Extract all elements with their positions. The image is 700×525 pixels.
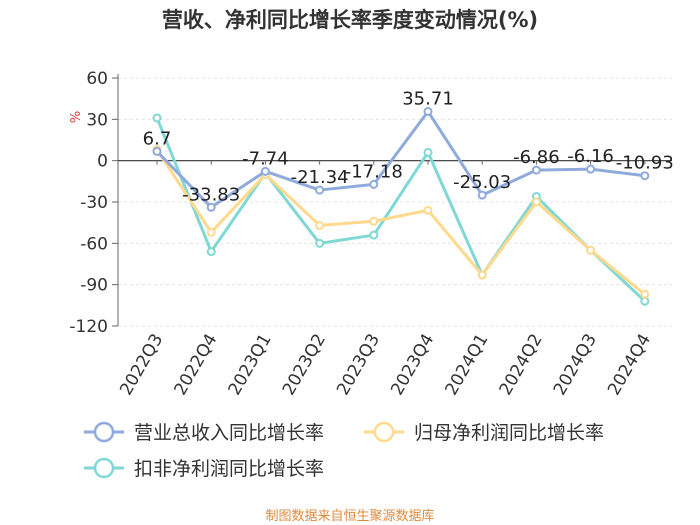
legend-swatch-marker [373,421,395,443]
legend-label: 扣非净利润同比增长率 [134,458,324,480]
data-label: 35.71 [402,88,454,109]
data-label: -21.34 [291,167,349,188]
x-tick-label: 2023Q1 [225,331,276,399]
y-tick-label: -120 [69,317,108,337]
legend-swatch-marker [93,421,115,443]
series-point [152,113,162,123]
legend-item: 扣非净利润同比增长率 [84,457,324,480]
series-point [586,245,596,255]
data-label: -6.86 [513,147,560,168]
series-point [315,238,325,248]
series-point [640,289,650,299]
series-point [423,205,433,215]
y-tick-labels: 60 30 0 -30 -60 -90 -120 [69,69,108,337]
data-label: -25.03 [453,172,511,193]
x-tick-label: 2024Q1 [441,331,492,399]
series-point [477,190,487,200]
series-point [423,147,433,157]
series-point [152,146,162,156]
x-tick-label: 2024Q2 [496,331,547,399]
x-tick-label: 2024Q3 [550,331,601,399]
legend-item: 归母净利润同比增长率 [364,421,604,444]
series-point [369,230,379,240]
data-label: -6.16 [567,146,614,167]
series-point [206,247,216,257]
legend-label: 归母净利润同比增长率 [414,422,604,444]
x-tick-label: 2023Q3 [333,331,384,399]
legend-item: 营业总收入同比增长率 [84,421,324,444]
y-tick-label: -60 [80,234,108,254]
series-point [260,166,270,176]
series-point [531,197,541,207]
series-point [531,165,541,175]
series-line [155,109,645,209]
axes [112,74,672,327]
series-point [369,216,379,226]
series-point [586,164,596,174]
y-tick-label: -30 [80,193,108,213]
y-tick-label: 30 [86,110,108,130]
chart-title: 营收、净利同比增长率季度变动情况(%) [162,8,538,32]
data-label: -10.93 [616,153,674,174]
x-tick-label: 2023Q2 [279,331,330,399]
x-tick-labels: 2022Q3 2022Q4 2023Q1 2023Q2 2023Q3 2023Q4 2024… [116,331,655,399]
series-point [315,185,325,195]
y-tick-label: 0 [97,152,108,172]
series-point [640,171,650,181]
series-point [477,270,487,280]
series-line [155,117,646,303]
series-point [206,227,216,237]
source-note: 制图数据来自恒生聚源数据库 [265,508,434,524]
x-tick-label: 2022Q4 [170,331,221,399]
y-tick-label: -90 [80,276,108,296]
data-labels: 6.7-33.83-7.74-21.34-17.1835.71-25.03-6.… [143,88,674,205]
series-point [315,220,325,230]
series-line [155,148,646,296]
series-point [369,179,379,189]
legend-swatch-marker [93,457,115,479]
series-group [152,106,650,306]
data-label: 6.7 [143,128,172,149]
y-axis-label: % [69,111,84,123]
data-label: -33.83 [182,184,240,205]
y-tick-label: 60 [86,69,108,89]
x-tick-label: 2022Q3 [116,331,167,399]
x-tick-label: 2023Q4 [387,331,438,399]
x-tick-label: 2024Q4 [604,331,655,399]
series-point [206,202,216,212]
data-label: -17.18 [345,161,403,182]
legend-label: 营业总收入同比增长率 [134,422,324,444]
series-point [423,106,433,116]
data-label: -7.74 [242,148,289,169]
